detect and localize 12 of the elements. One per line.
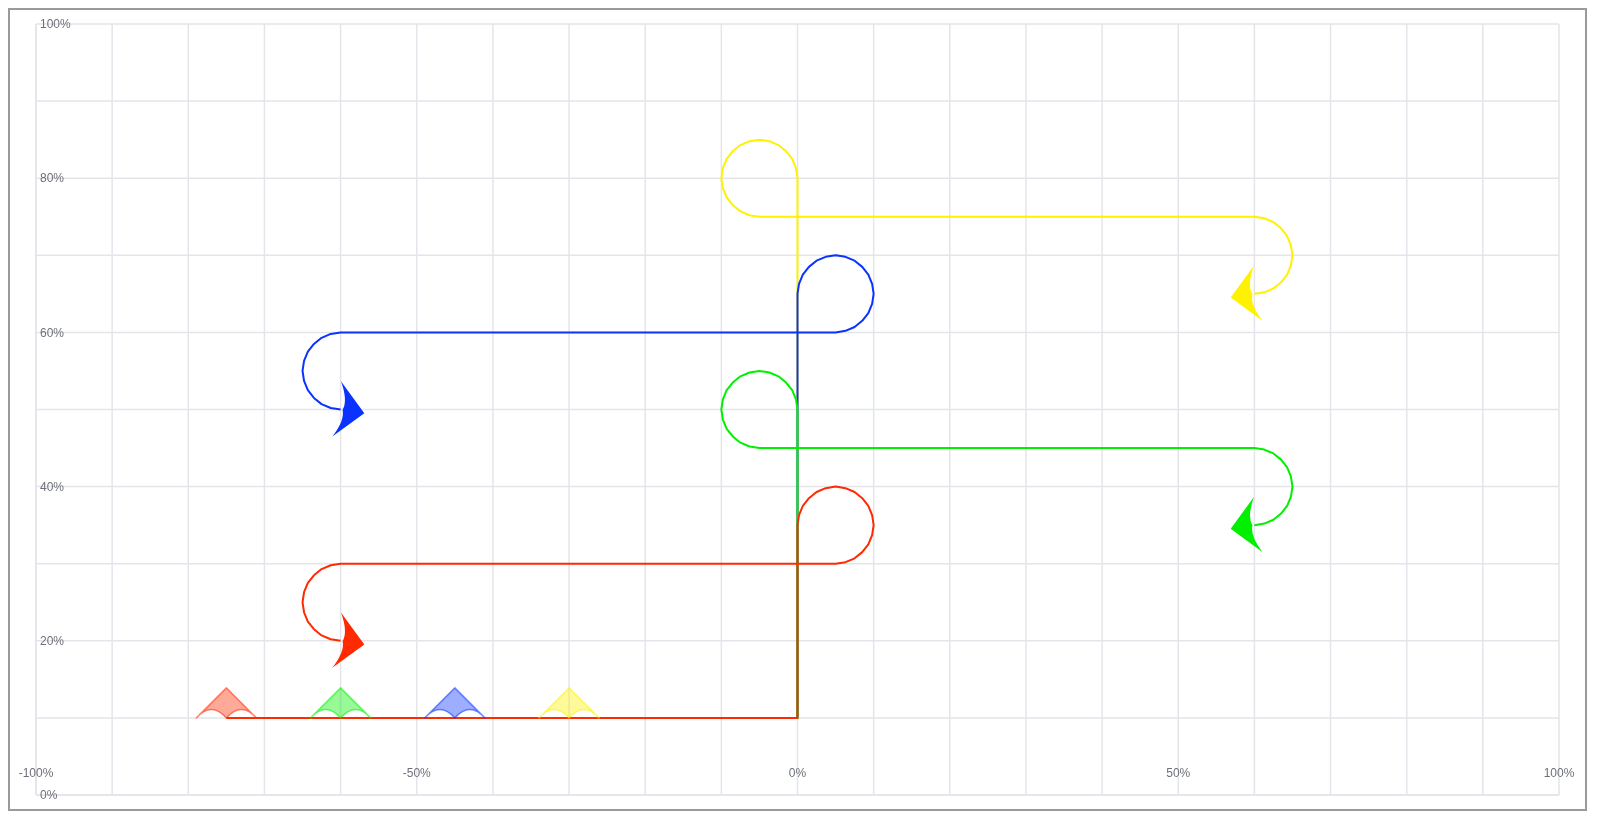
x-tick-label: 0% <box>788 766 807 780</box>
x-tick-label: -100% <box>18 766 54 780</box>
x-tick-label: 50% <box>1166 766 1191 780</box>
x-tick-label: -50% <box>402 766 432 780</box>
y-tick-label: 40% <box>40 479 65 494</box>
y-tick-label: 80% <box>40 171 65 186</box>
y-tick-label: 20% <box>40 634 65 649</box>
x-tick-label: 100% <box>1543 766 1575 780</box>
line-series <box>225 485 875 719</box>
y-tick-label: 0% <box>40 788 58 803</box>
y-tick-label: 60% <box>40 325 65 340</box>
y-tick-label: 100% <box>40 17 72 32</box>
